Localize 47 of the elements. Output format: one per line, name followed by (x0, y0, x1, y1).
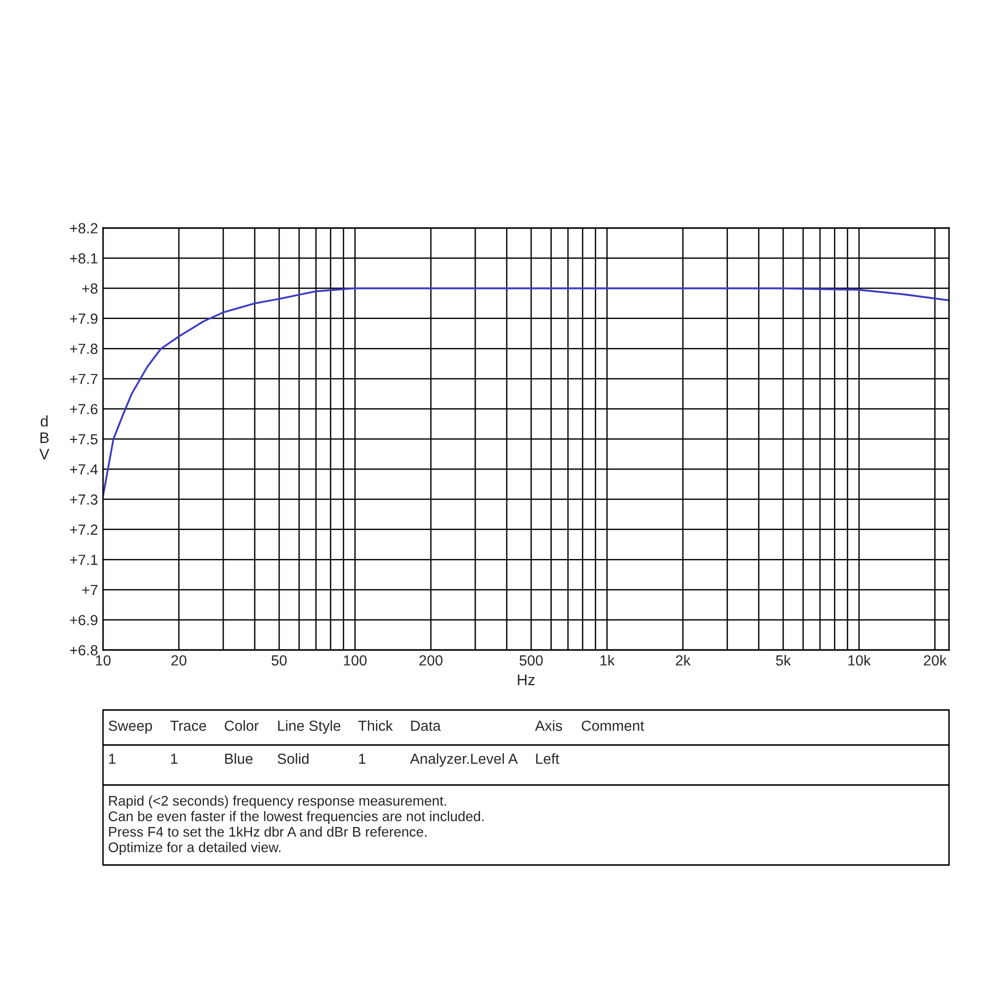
text: Color (224, 720, 259, 731)
text: 1 (359, 754, 366, 764)
x-tick-label: 20 (171, 655, 186, 666)
x-tick-label: 2k (676, 654, 691, 666)
y-tick-label: +7.9 (70, 314, 98, 324)
y-tick-label: +7.2 (70, 524, 98, 535)
x-tick-label: 100 (344, 655, 367, 666)
x-tick-label: 500 (520, 655, 543, 666)
y-tick-label: +7.4 (70, 464, 98, 474)
y-tick-label: +7 (82, 584, 98, 595)
x-tick-label: 10 (96, 655, 111, 666)
y-axis-title: dBV (39, 415, 50, 460)
x-axis-title: Hz (518, 674, 535, 686)
y-tick-label: +7.6 (70, 404, 98, 414)
text: Solid (278, 753, 308, 764)
y-tick-label: +6.8 (70, 645, 98, 656)
text: Axis (535, 720, 562, 731)
y-tick-label: +7.8 (70, 344, 98, 354)
y-tick-label: +8.2 (70, 223, 98, 234)
text: 1 (109, 754, 116, 764)
text: Analyzer.Level A (410, 753, 518, 767)
y-tick-label: +8.1 (70, 253, 98, 264)
text: Thick (358, 720, 393, 731)
text: Left (536, 753, 560, 764)
y-tick-label: +7.1 (70, 554, 98, 565)
text: Line Style (278, 720, 340, 734)
text: Sweep (108, 720, 152, 734)
text: 1 (171, 754, 178, 764)
x-tick-label: 20k (924, 654, 947, 666)
y-tick-label: +7.3 (70, 494, 98, 505)
text: Trace (170, 720, 206, 731)
x-tick-label: 200 (419, 655, 442, 666)
text: Blue (225, 753, 253, 764)
x-tick-label: 1k (600, 654, 615, 666)
y-tick-label: +8 (82, 283, 98, 294)
y-tick-label: +7.5 (70, 434, 98, 444)
text: Press F4 to set the 1kHz dbr A and dBr B reference. (109, 826, 426, 837)
text: Comment (582, 720, 644, 731)
text: Can be even faster if the lowest frequencies are not included. (108, 811, 484, 824)
x-tick-label: 5k (776, 654, 791, 666)
x-tick-label: 10k (848, 654, 871, 666)
x-tick-label: 50 (272, 655, 287, 666)
text: Data (411, 720, 441, 731)
text: Optimize for a detailed view. (108, 842, 280, 855)
y-tick-label: +7.7 (70, 374, 98, 384)
text: Rapid (<2 seconds) frequency response measurement. (109, 796, 446, 808)
y-tick-label: +6.9 (70, 614, 98, 626)
